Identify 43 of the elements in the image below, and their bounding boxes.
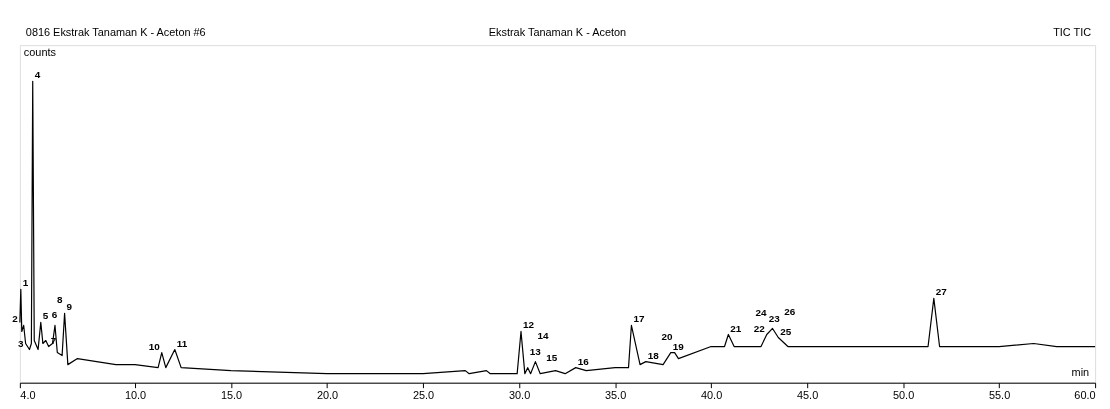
x-tick-label: 45.0 <box>796 389 819 402</box>
annotation: 14 <box>537 329 549 341</box>
annotation: 8 <box>56 293 63 305</box>
text: TIC TIC <box>1053 26 1092 39</box>
annotation: 23 <box>768 312 781 324</box>
annotation: 4 <box>34 69 41 81</box>
annotation: 27 <box>935 286 948 298</box>
x-tick-label: 35.0 <box>604 389 627 402</box>
chart-title: 0816 Ekstrak Tanaman K - Aceton #6 <box>25 26 206 39</box>
annotation: 15 <box>546 351 558 363</box>
x-tick-label: 30.0 <box>508 389 531 402</box>
x-tick-label: 40.0 <box>700 389 723 402</box>
annotation: 18 <box>647 349 660 361</box>
x-tick-label: 25.0 <box>412 389 435 402</box>
annotation: 10 <box>148 340 161 352</box>
annotation: 5 <box>42 310 49 322</box>
chart-subtitle: Ekstrak Tanaman K - Aceton <box>488 26 627 39</box>
y-axis-title: counts <box>23 46 57 59</box>
x-tick-label: 10.0 <box>124 389 147 402</box>
x-tick-label: 60.0 <box>1074 389 1096 402</box>
annotation: 19 <box>672 340 685 352</box>
x-axis-title: min <box>1071 365 1090 378</box>
annotation: 1 <box>22 277 29 289</box>
annotation: 25 <box>780 325 792 337</box>
annotation: 21 <box>730 322 742 334</box>
annotation: 3 <box>17 337 24 349</box>
annotation: 20 <box>661 330 674 342</box>
annotation: 13 <box>529 345 542 357</box>
annotation: 22 <box>753 322 766 334</box>
annotation: 17 <box>633 313 645 325</box>
x-tick-label: 20.0 <box>316 389 339 402</box>
annotation: 2 <box>12 313 19 325</box>
x-tick-label: 4.0 <box>20 389 36 402</box>
x-tick-label: 50.0 <box>892 389 915 402</box>
annotation: 16 <box>577 355 590 367</box>
annotation: 9 <box>66 301 73 313</box>
x-tick-label: 15.0 <box>220 389 243 402</box>
x-tick-label: 55.0 <box>988 389 1011 402</box>
annotation: 11 <box>176 337 188 349</box>
annotation: 26 <box>784 305 796 317</box>
annotation: 12 <box>522 319 535 331</box>
annotation: 24 <box>755 306 768 318</box>
annotation: 6 <box>51 308 58 320</box>
